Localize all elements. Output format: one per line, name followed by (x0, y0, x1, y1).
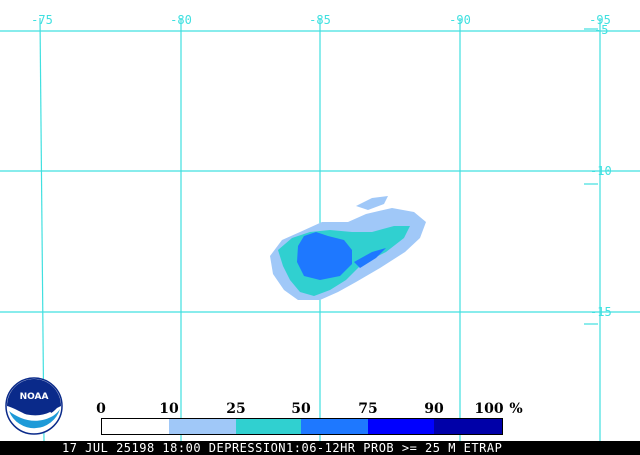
legend-tick-label: 100 (474, 401, 504, 417)
noaa-logo-icon: NOAA (5, 377, 63, 435)
legend-swatch (101, 418, 169, 435)
legend-swatch (301, 418, 368, 435)
contour-10-25-tail (356, 196, 388, 210)
probability-contours (270, 196, 426, 300)
legend-swatch (169, 418, 236, 435)
legend-tick-label: 0 (96, 401, 106, 417)
lon-labels: -75 -80 -85 -90 -95 (31, 13, 611, 27)
contour-50-75 (297, 232, 352, 280)
logo-text: NOAA (20, 392, 49, 402)
lon-label: -95 (589, 13, 611, 27)
legend-tick-label: 10 (159, 401, 179, 417)
lon-line-75 (39, 17, 45, 442)
grid-lines (0, 17, 640, 442)
contour-50-75-tail (354, 248, 386, 268)
lat-label: -5 (594, 23, 608, 37)
legend-swatch (434, 418, 503, 435)
lat-labels: -5 -10 -15 (590, 23, 612, 319)
legend-swatch (368, 418, 434, 435)
lat-label: -15 (590, 305, 612, 319)
legend-tick-label: 25 (226, 401, 246, 417)
legend-tick-label: 75 (358, 401, 378, 417)
legend-swatch (236, 418, 301, 435)
lon-label: -90 (449, 13, 471, 27)
lat-label: -10 (590, 164, 612, 178)
status-footer: 17 JUL 25198 18:00 DEPRESSION1:06-12HR P… (0, 441, 640, 455)
legend-tick-label: 50 (291, 401, 311, 417)
lon-label: -75 (31, 13, 53, 27)
legend-tick-label: 90 (424, 401, 444, 417)
lon-label: -85 (309, 13, 331, 27)
lon-label: -80 (170, 13, 192, 27)
legend-unit: % (509, 401, 523, 417)
